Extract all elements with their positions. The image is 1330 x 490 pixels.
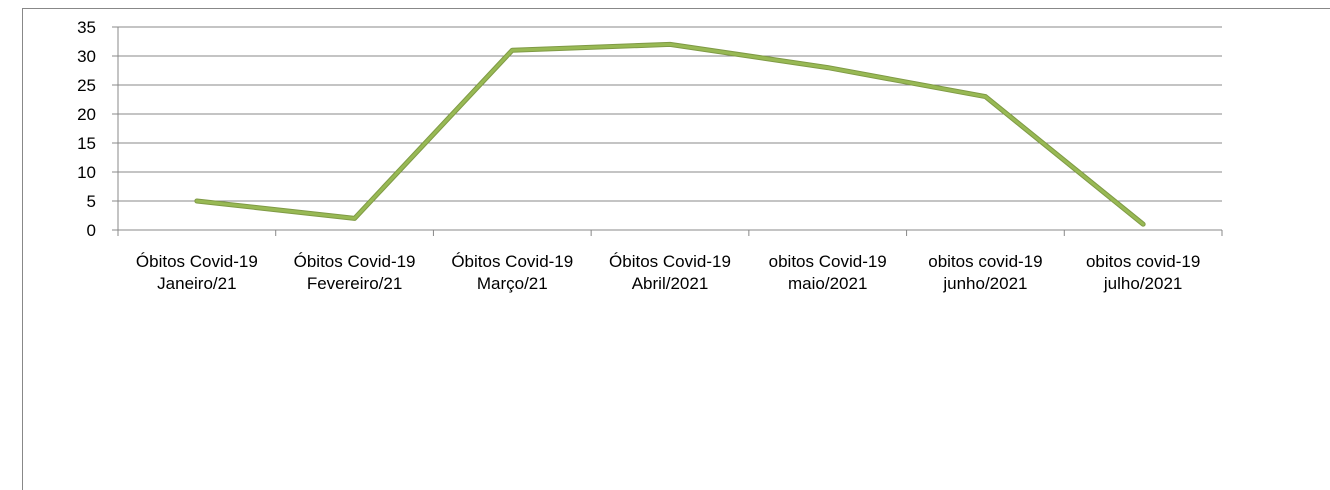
x-tick-label: Óbitos Covid-19 Janeiro/21	[136, 252, 258, 293]
x-tick-label: Óbitos Covid-19 Março/21	[451, 252, 573, 293]
y-tick-label: 10	[77, 163, 96, 182]
y-tick-label: 25	[77, 76, 96, 95]
series-line	[195, 42, 1145, 226]
y-tick-label: 30	[77, 47, 96, 66]
y-tick-label: 15	[77, 134, 96, 153]
y-tick-label: 0	[87, 221, 96, 240]
x-tick-label: Óbitos Covid-19 Abril/2021	[609, 252, 731, 293]
x-tick-label: Óbitos Covid-19 Fevereiro/21	[294, 252, 416, 293]
x-tick-label: obitos covid-19 julho/2021	[1086, 252, 1200, 293]
y-tick-label: 5	[87, 192, 96, 211]
y-tick-label: 35	[77, 18, 96, 37]
x-tick-label: obitos covid-19 junho/2021	[928, 252, 1042, 293]
chart-frame	[22, 8, 1330, 490]
x-tick-label: obitos Covid-19 maio/2021	[769, 252, 887, 293]
y-tick-label: 20	[77, 105, 96, 124]
